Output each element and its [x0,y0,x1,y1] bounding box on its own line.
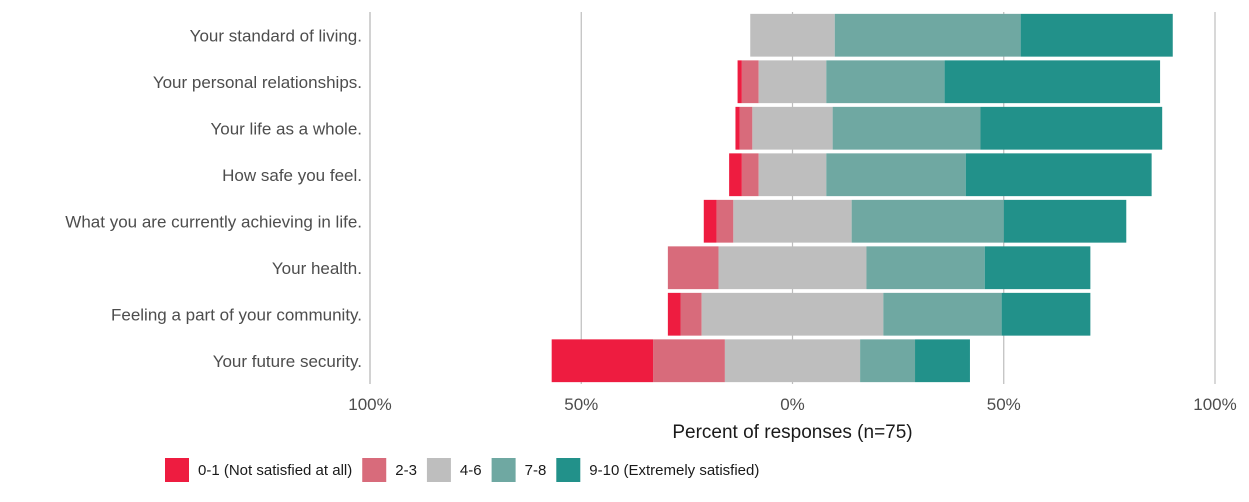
bars [551,13,1173,383]
legend-label: 2-3 [395,462,417,479]
x-tick-label: 0% [780,395,805,414]
bar-segment [680,292,702,336]
bar-segment [741,60,759,104]
bar-segment [733,199,852,243]
bar-segment [667,246,719,290]
legend-swatch [165,458,189,482]
bar-segment [883,292,1002,336]
bar-segment [965,153,1152,197]
bar-segment [944,60,1161,104]
bar-segment [1003,199,1127,243]
category-labels: Your standard of living. Your personal re… [65,26,362,371]
bar-segment [984,246,1091,290]
category-label: Your personal relationships. [153,73,362,92]
bar-segment [980,106,1163,150]
x-tick-label: 50% [564,395,598,414]
bar-segment [915,339,970,383]
legend-swatch [362,458,387,482]
bar-segment [741,153,759,197]
bar-segment [860,339,916,383]
legend: 0-1 (Not satisfied at all) 2-3 4-6 7-8 9-10 … [165,458,759,482]
x-tick-label: 100% [1193,395,1236,414]
legend-swatch [556,458,581,482]
bar-segment [1020,13,1173,57]
bar-segment [724,339,861,383]
bar-segment [851,199,1004,243]
bar-segment [758,153,827,197]
bar-segment [667,292,681,336]
bar-segment [758,60,827,104]
bar-segment [737,60,742,104]
bar-segment [701,292,884,336]
legend-label: 4-6 [460,462,482,479]
bar-segment [735,106,740,150]
x-tick-labels: 100% 50% 0% 50% 100% [348,395,1236,414]
bar-segment [750,13,835,57]
bar-segment [729,153,742,197]
legend-label: 0-1 (Not satisfied at all) [198,462,352,479]
legend-swatch [491,458,516,482]
bar-segment [832,106,981,150]
bar-segment [653,339,725,383]
bar-segment [718,246,867,290]
bar-segment [866,246,985,290]
bar-segment [703,199,717,243]
bar-segment [716,199,734,243]
bar-segment [739,106,753,150]
x-tick-label: 100% [348,395,391,414]
bar-segment [826,153,966,197]
category-label: Your standard of living. [190,26,362,45]
bar-segment [551,339,654,383]
category-label: Your health. [272,259,362,278]
category-label: Feeling a part of your community. [111,305,362,324]
bar-segment [834,13,1021,57]
bar-segment [826,60,945,104]
category-label: Your future security. [213,352,362,371]
legend-label: 9-10 (Extremely satisfied) [589,462,759,479]
legend-swatch [426,458,451,482]
bar-segment [752,106,833,150]
x-tick-label: 50% [987,395,1021,414]
legend-label: 7-8 [525,462,547,479]
x-axis-title: Percent of responses (n=75) [672,422,912,443]
category-label: Your life as a whole. [210,119,362,138]
category-label: What you are currently achieving in life… [65,212,362,231]
bar-segment [1001,292,1091,336]
category-label: How safe you feel. [222,166,362,185]
